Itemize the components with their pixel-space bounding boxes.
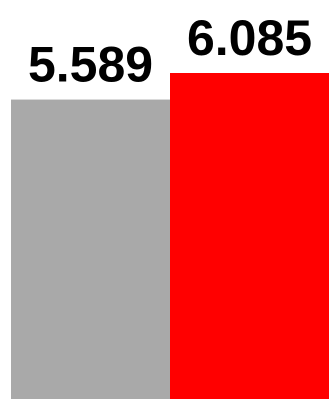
bar-2 [170, 73, 329, 399]
bar-1 [11, 99, 170, 399]
data-label-1: 5.589 [28, 37, 153, 93]
data-label-2: 6.085 [187, 10, 312, 66]
